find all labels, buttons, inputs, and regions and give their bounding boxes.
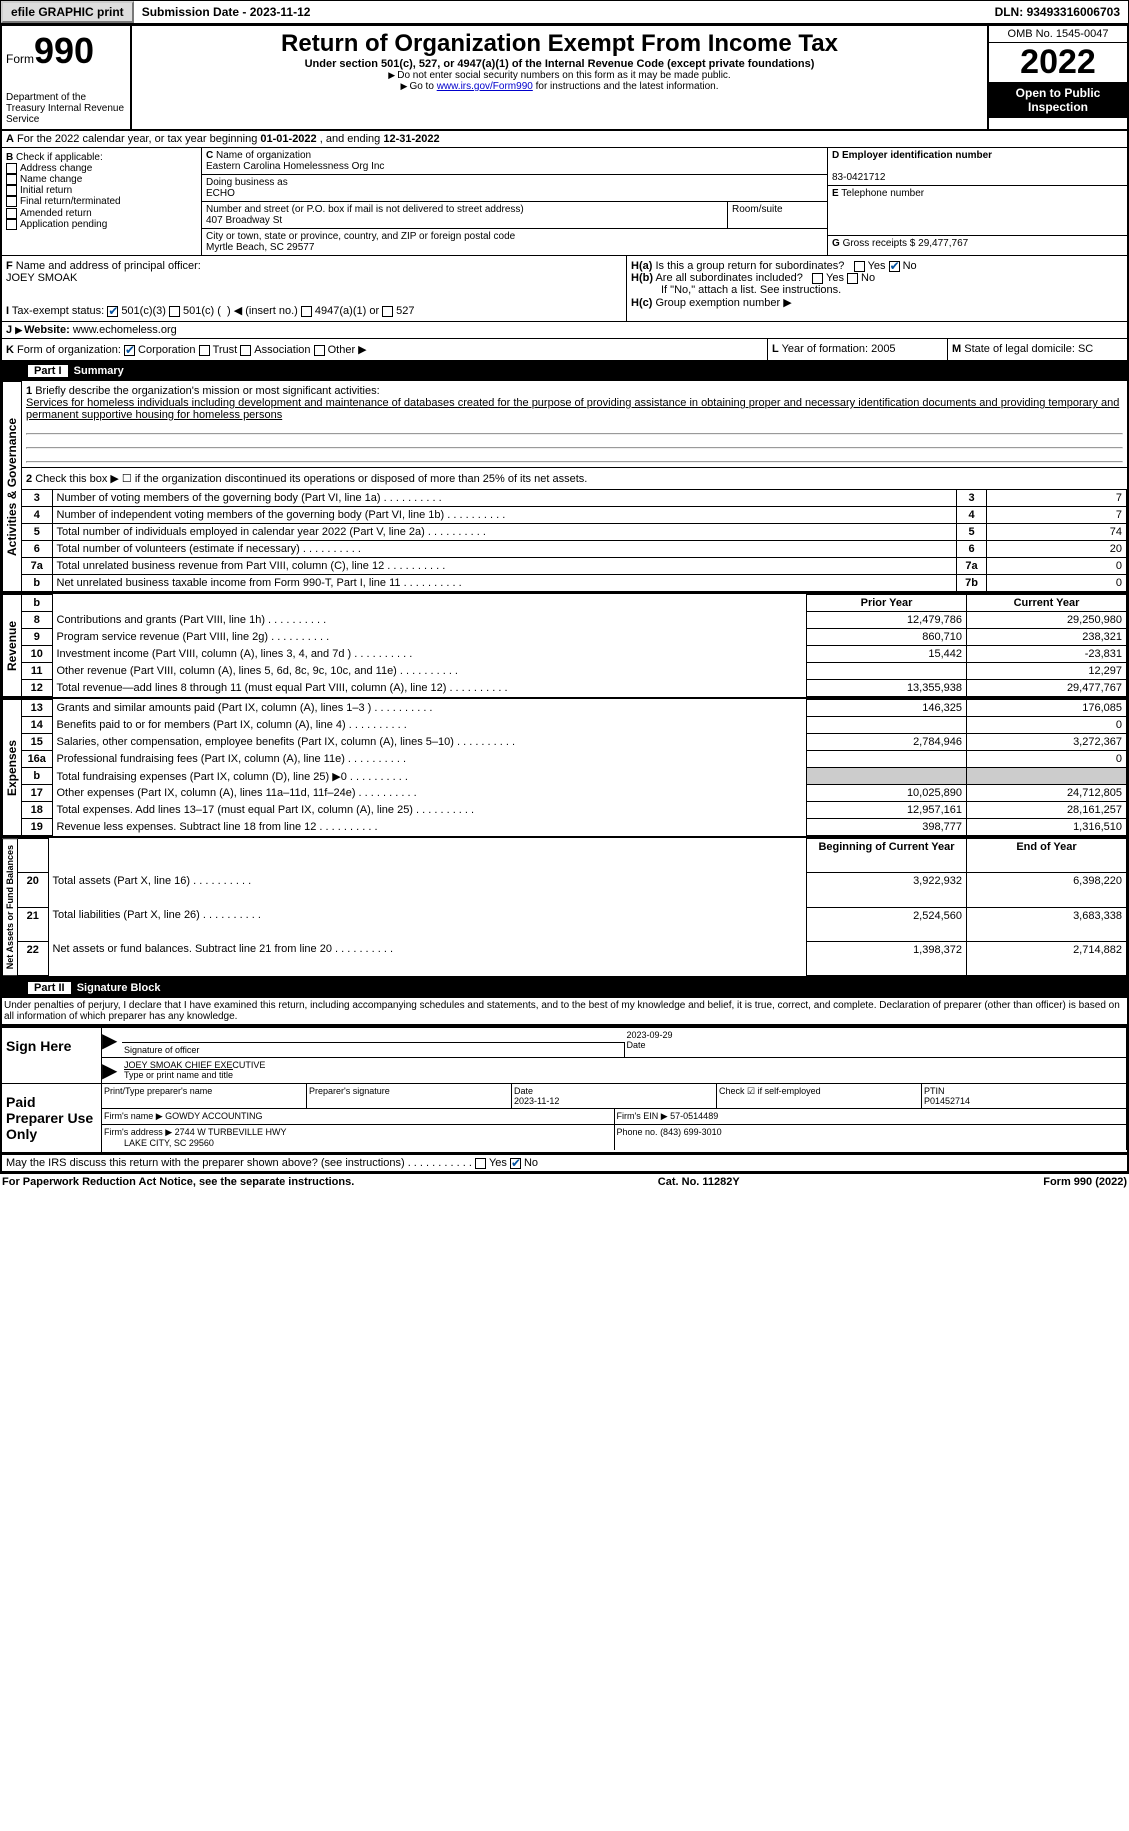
firm-addr1: 2744 W TURBEVILLE HWY [175,1127,287,1137]
vtab-expenses: Expenses [2,699,22,836]
website: www.echomeless.org [73,324,177,336]
prep-date: 2023-11-12 [514,1096,559,1106]
other-checkbox[interactable] [314,345,325,356]
ein: 83-0421712 [832,172,885,183]
topbar: efile GRAPHIC print Submission Date - 20… [0,0,1129,24]
omb-number: OMB No. 1545-0047 [989,26,1127,43]
gross-receipts: 29,477,767 [918,238,968,249]
note-ssn: Do not enter social security numbers on … [136,70,983,81]
checkbox-address-change[interactable]: Address change [6,163,197,174]
footer: For Paperwork Reduction Act Notice, see … [0,1172,1129,1190]
form-label: Form [6,52,34,66]
firm-phone: (843) 699-3010 [660,1127,722,1137]
dept-label: Department of the Treasury Internal Reve… [6,92,126,125]
open-to-public: Open to Public Inspection [989,82,1127,118]
state-domicile: SC [1078,343,1093,355]
checkbox-application-pending[interactable]: Application pending [6,219,197,230]
dba: ECHO [206,188,235,199]
vtab-revenue: Revenue [2,594,22,697]
part2-header: Part II Signature Block [0,978,1129,998]
4947-checkbox[interactable] [301,306,312,317]
section-b: B Check if applicable: Address changeNam… [2,148,202,255]
submission-date-label: Submission Date - 2023-11-12 [134,3,319,21]
ptin: P01452714 [924,1096,970,1106]
checkbox-amended-return[interactable]: Amended return [6,208,197,219]
note-link: Go to www.irs.gov/Form990 for instructio… [136,81,983,92]
assoc-checkbox[interactable] [240,345,251,356]
officer-name: JOEY SMOAK [6,272,77,284]
vtab-activities: Activities & Governance [2,381,22,592]
form-title: Return of Organization Exempt From Incom… [136,30,983,58]
hb-yes[interactable] [812,273,823,284]
city: Myrtle Beach, SC 29577 [206,242,314,253]
paid-preparer-label: Paid Preparer Use Only [2,1084,102,1152]
irs-link[interactable]: www.irs.gov/Form990 [437,81,533,92]
part1-header: Part I Summary [0,361,1129,381]
527-checkbox[interactable] [382,306,393,317]
mission: Services for homeless individuals includ… [26,397,1119,421]
sign-date: 2023-09-29 [627,1030,673,1040]
self-employed-check[interactable]: Check ☑ if self-employed [717,1084,922,1108]
corp-checkbox[interactable] [124,345,135,356]
form-header: Form990 Department of the Treasury Inter… [0,24,1129,131]
hb-no[interactable] [847,273,858,284]
sign-here-label: Sign Here [2,1028,102,1083]
trust-checkbox[interactable] [199,345,210,356]
dln: DLN: 93493316006703 [987,3,1128,21]
room-suite: Room/suite [727,202,827,229]
501c3-checkbox[interactable] [107,306,118,317]
discuss-no[interactable] [510,1158,521,1169]
firm-addr2: LAKE CITY, SC 29560 [124,1138,214,1148]
501c-checkbox[interactable] [169,306,180,317]
ha-no[interactable] [889,261,900,272]
org-name: Eastern Carolina Homelessness Org Inc [206,161,384,172]
street: 407 Broadway St [206,215,282,226]
form-subtitle: Under section 501(c), 527, or 4947(a)(1)… [136,58,983,70]
efile-print-button[interactable]: efile GRAPHIC print [1,1,134,23]
firm-name: GOWDY ACCOUNTING [165,1111,262,1121]
penalty-statement: Under penalties of perjury, I declare th… [0,998,1129,1026]
line-a: A For the 2022 calendar year, or tax yea… [0,131,1129,148]
form-number: 990 [34,30,94,71]
checkbox-final-return-terminated[interactable]: Final return/terminated [6,196,197,207]
discuss-yes[interactable] [475,1158,486,1169]
ha-yes[interactable] [854,261,865,272]
checkbox-name-change[interactable]: Name change [6,174,197,185]
firm-ein: 57-0514489 [670,1111,718,1121]
tax-year: 2022 [989,43,1127,82]
vtab-netassets: Net Assets or Fund Balances [2,838,18,976]
checkbox-initial-return[interactable]: Initial return [6,185,197,196]
year-formation: 2005 [871,343,895,355]
